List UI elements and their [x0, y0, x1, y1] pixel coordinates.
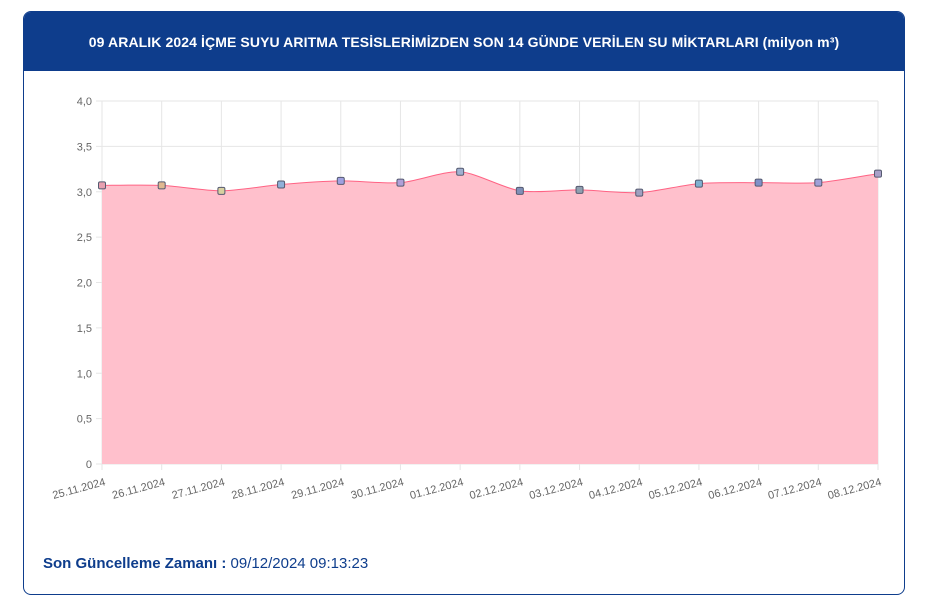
x-tick-label: 01.12.2024	[409, 476, 465, 502]
x-tick-label: 25.11.2024	[51, 476, 107, 502]
y-tick-label: 1,5	[77, 323, 92, 335]
last-update-label: Son Güncelleme Zamanı :	[43, 555, 227, 572]
series-area-fill	[102, 171, 878, 465]
x-tick-label: 07.12.2024	[767, 476, 823, 502]
x-tick-label: 03.12.2024	[528, 476, 584, 502]
last-update-value: 09/12/2024 09:13:23	[226, 555, 369, 572]
x-tick-label: 29.11.2024	[290, 476, 346, 502]
x-tick-label: 08.12.2024	[826, 476, 882, 502]
data-point[interactable]	[456, 167, 465, 176]
chart-area	[101, 171, 879, 465]
data-point[interactable]	[874, 169, 882, 178]
data-point[interactable]	[575, 185, 584, 194]
y-axis-ticks: 0 0,5 1,0 1,5 2,0 2,5 3,0 3,5 4,0	[77, 96, 92, 471]
data-point[interactable]	[98, 181, 106, 190]
chart-title: 09 ARALIK 2024 İÇME SUYU ARITMA TESİSLER…	[24, 12, 904, 71]
x-tick-label: 27.11.2024	[171, 476, 227, 502]
x-tick-label: 26.11.2024	[111, 476, 167, 502]
x-tick-label: 05.12.2024	[647, 476, 703, 502]
x-tick-label: 06.12.2024	[707, 476, 763, 502]
data-point[interactable]	[336, 176, 345, 185]
y-tick-label: 3,5	[77, 141, 92, 153]
last-update: Son Güncelleme Zamanı : 09/12/2024 09:13…	[43, 555, 368, 572]
chart-points	[98, 167, 882, 197]
data-point[interactable]	[217, 186, 226, 195]
y-tick-label: 0,5	[77, 414, 92, 426]
data-point[interactable]	[635, 188, 644, 197]
x-axis-ticks: 25.11.2024 26.11.2024 27.11.2024 28.11.2024…	[51, 476, 883, 502]
y-tick-label: 3,0	[77, 187, 92, 199]
y-tick-label: 1,0	[77, 368, 92, 380]
y-tick-label: 2,0	[77, 278, 92, 290]
data-point[interactable]	[277, 180, 286, 189]
data-point[interactable]	[814, 178, 823, 187]
x-tick-label: 28.11.2024	[230, 476, 286, 502]
series-line	[101, 171, 879, 194]
x-tick-label: 04.12.2024	[588, 476, 644, 502]
y-tick-label: 4,0	[77, 96, 92, 108]
data-point[interactable]	[754, 178, 763, 187]
x-tick-label: 30.11.2024	[350, 476, 406, 502]
data-point[interactable]	[694, 179, 703, 188]
x-tick-label: 02.12.2024	[468, 476, 524, 502]
y-tick-label: 2,5	[77, 232, 92, 244]
y-tick-label: 0	[86, 459, 92, 471]
data-point[interactable]	[396, 178, 405, 187]
data-point[interactable]	[515, 186, 524, 195]
data-point[interactable]	[157, 181, 166, 190]
